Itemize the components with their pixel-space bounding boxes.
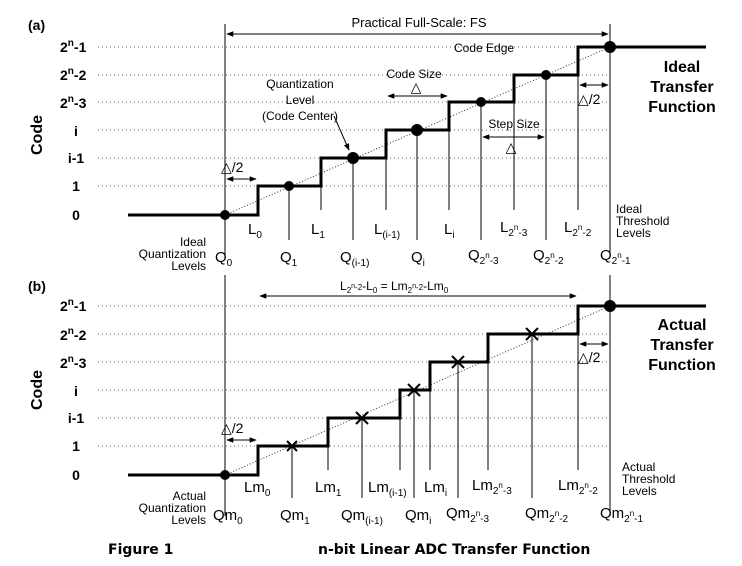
ideal-quant-1: Ideal	[180, 235, 206, 249]
svg-text:L(i-1): L(i-1)	[374, 221, 400, 241]
code-label-2n-2: 2n-2	[60, 66, 87, 83]
svg-text:L2n-3: L2n-3	[500, 219, 528, 239]
svg-text:Qm1: Qm1	[280, 507, 310, 527]
svg-text:Lm2n-2: Lm2n-2	[558, 477, 598, 497]
actual-threshold-1: Actual	[622, 460, 655, 474]
code-label: 0	[72, 207, 80, 223]
svg-text:Qm2n-2: Qm2n-2	[525, 505, 569, 525]
actual-quant-3: Levels	[171, 513, 206, 527]
svg-text:L2n-2: L2n-2	[564, 219, 592, 239]
svg-text:2n-3: 2n-3	[60, 354, 87, 371]
actual-threshold-2: Threshold	[622, 472, 675, 486]
figure-label: Figure 1	[108, 542, 173, 558]
quant-level-line3: (Code Center)	[262, 109, 338, 123]
full-scale-label: Practical Full-Scale: FS	[351, 15, 486, 30]
code-label-2n-1-b: 2n-1	[60, 297, 87, 314]
panel-b: (b) Code 0 1 i-1 i 2n-3 2n-2 2n-1	[28, 275, 716, 527]
actual-end-dot	[604, 300, 616, 312]
actual-quant-1: Actual	[173, 489, 206, 503]
code-label-2n-2-b: 2n-2	[60, 326, 87, 343]
actual-title-2: Transfer	[650, 337, 713, 354]
svg-text:Qm2n-1: Qm2n-1	[600, 505, 644, 525]
svg-text:L1: L1	[311, 221, 325, 241]
ideal-quant-3: Levels	[171, 259, 206, 273]
threshold-labels-b: Lm0 Lm1 Lm(i-1) Lmi Lm2n-3 Lm2n-2	[244, 477, 598, 499]
ideal-threshold-1: Ideal	[616, 202, 642, 216]
actual-start-dot	[220, 470, 230, 480]
quant-level-line1: Quantization	[266, 77, 333, 91]
svg-text:Qm(i-1): Qm(i-1)	[341, 507, 383, 527]
code-size-label: Code Size	[386, 67, 442, 81]
code-label: 1	[72, 178, 80, 194]
code-edge-label: Code Edge	[454, 41, 514, 55]
code-gridlines-b	[98, 305, 610, 447]
svg-text:Q0: Q0	[215, 249, 233, 269]
actual-threshold-3: Levels	[622, 484, 657, 498]
quant-level-pointer	[333, 115, 350, 151]
actual-title-1: Actual	[658, 317, 707, 334]
code-label: i	[74, 383, 78, 399]
panel-b-label: (b)	[28, 278, 46, 294]
half-lsb-left: △/2	[221, 159, 244, 175]
half-lsb-right-b: △/2	[578, 349, 601, 365]
panel-a-label: (a)	[28, 17, 45, 33]
code-label-2n-3: 2n-3	[60, 94, 87, 111]
code-label: i-1	[68, 410, 85, 426]
code-size-delta: △	[411, 79, 422, 95]
svg-text:Q2n-1: Q2n-1	[600, 247, 631, 267]
step-size-label: Step Size	[488, 117, 540, 131]
ideal-threshold-2: Threshold	[616, 214, 669, 228]
svg-text:L2n-2-L0 = Lm2n-2-Lm0: L2n-2-L0 = Lm2n-2-Lm0	[340, 279, 449, 295]
svg-text:2n-2: 2n-2	[60, 326, 87, 343]
half-lsb-right: △/2	[578, 91, 601, 107]
equation-label: L2n-2-L0 = Lm2n-2-Lm0	[340, 279, 449, 295]
svg-text:Li: Li	[444, 221, 455, 241]
svg-text:Qm2n-3: Qm2n-3	[446, 505, 490, 525]
quant-level-labels-b: Qm0 Qm1 Qm(i-1) Qmi Qm2n-3 Qm2n-2 Qm2n-1	[213, 505, 644, 527]
svg-text:2n-1: 2n-1	[60, 38, 87, 55]
step-size-delta: △	[506, 139, 517, 155]
panel-a-y-axis-title: Code	[29, 115, 46, 155]
code-label-2n-3-b: 2n-3	[60, 354, 87, 371]
ideal-title-3: Function	[648, 99, 716, 116]
actual-quantization-marks	[286, 327, 539, 452]
svg-text:Qi: Qi	[411, 249, 425, 269]
svg-text:Lm1: Lm1	[315, 479, 342, 499]
svg-text:Q2n-3: Q2n-3	[468, 247, 499, 267]
figure-title: n-bit Linear ADC Transfer Function	[318, 542, 590, 558]
svg-text:2n-3: 2n-3	[60, 94, 87, 111]
quant-level-line2: Level	[286, 93, 315, 107]
code-label: i-1	[68, 150, 85, 166]
svg-text:Q(i-1): Q(i-1)	[340, 249, 369, 269]
svg-text:L0: L0	[248, 221, 262, 241]
code-label: 1	[72, 438, 80, 454]
code-label: i	[74, 123, 78, 139]
svg-text:2n-2: 2n-2	[60, 66, 87, 83]
svg-text:Lmi: Lmi	[424, 479, 447, 499]
ideal-threshold-3: Levels	[616, 226, 651, 240]
quantization-dots	[220, 41, 616, 220]
svg-text:Lm0: Lm0	[244, 479, 271, 499]
code-label-2n-1: 2n-1	[60, 38, 87, 55]
svg-text:Lm(i-1): Lm(i-1)	[368, 479, 407, 499]
actual-title-3: Function	[648, 357, 716, 374]
svg-text:Qm0: Qm0	[213, 507, 243, 527]
svg-text:Lm2n-3: Lm2n-3	[472, 477, 512, 497]
svg-text:Q2n-2: Q2n-2	[533, 247, 564, 267]
panel-b-y-axis-title: Code	[29, 370, 46, 410]
svg-text:Qmi: Qmi	[405, 507, 431, 527]
svg-text:Q1: Q1	[280, 249, 298, 269]
panel-a: (a) Code 0 1 i-1 i 2n-3 2n-2 2n-1	[28, 14, 716, 273]
ideal-title-2: Transfer	[650, 79, 713, 96]
half-lsb-left-b: △/2	[221, 420, 244, 436]
ideal-title-1: Ideal	[664, 59, 700, 76]
actual-quant-2: Quantization	[139, 501, 206, 515]
svg-text:2n-1: 2n-1	[60, 297, 87, 314]
quant-level-labels-a: Q0 Q1 Q(i-1) Qi Q2n-3 Q2n-2 Q2n-1	[215, 247, 631, 269]
threshold-labels-a: L0 L1 L(i-1) Li L2n-3 L2n-2	[248, 219, 592, 241]
code-label: 0	[72, 467, 80, 483]
ideal-quant-2: Quantization	[139, 247, 206, 261]
